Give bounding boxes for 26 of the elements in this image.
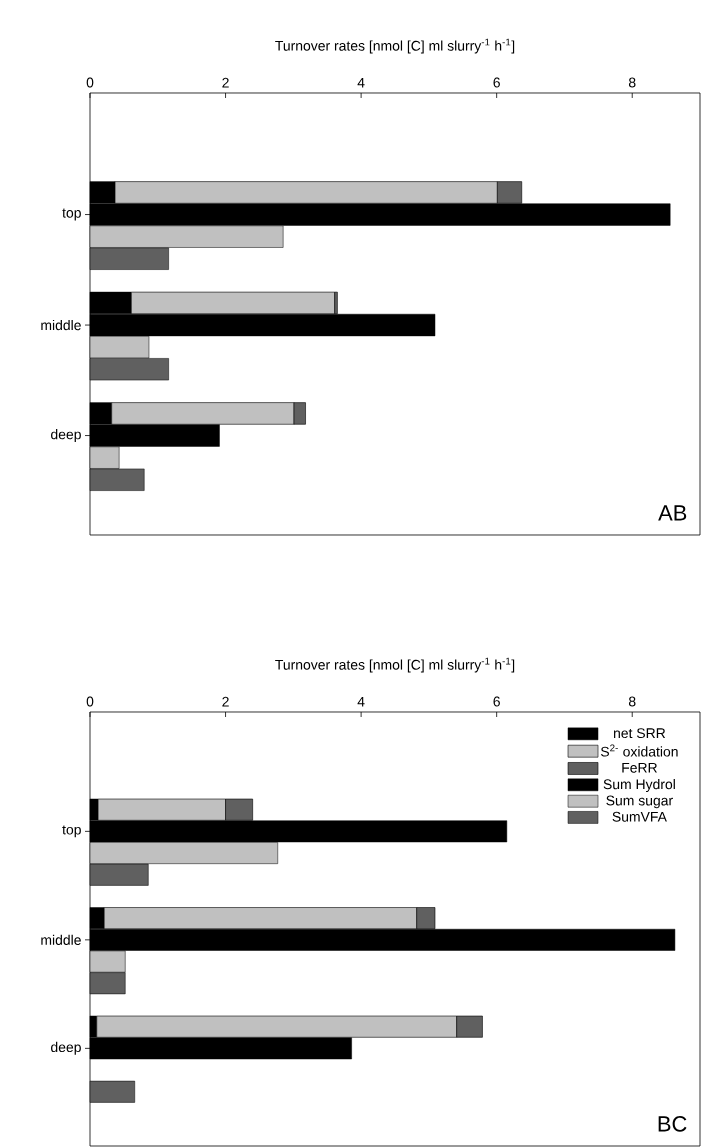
x-tick-label: 4 (357, 77, 365, 88)
legend-label: FeRR (622, 762, 657, 773)
x-tick-label: 8 (628, 696, 636, 707)
x-tick-label: 4 (357, 696, 365, 707)
y-tick-label: top (62, 825, 81, 838)
y-tick-label: middle (41, 934, 81, 945)
legend-label: S$^{2-}$ oxidation (600, 744, 678, 757)
y-tick-label: top (62, 208, 81, 221)
x-axis-title: Turnover rates [nmol [C] ml slurry$^{-1}$ h$^{-1}$] (275, 657, 515, 673)
annotation: AB (658, 505, 687, 521)
legend-label: net SRR (613, 728, 666, 739)
x-tick-label: 6 (493, 696, 500, 707)
x-tick-label: 2 (222, 696, 229, 707)
legend-label: Sum Hydrol (603, 779, 675, 793)
y-tick-label: deep (51, 429, 81, 443)
x-tick-label: 0 (86, 77, 94, 88)
x-tick-label: 0 (86, 696, 94, 707)
y-tick-label: deep (51, 1041, 81, 1055)
x-tick-label: 2 (222, 77, 229, 88)
annotation: BC (658, 1116, 687, 1132)
x-tick-label: 8 (628, 77, 636, 88)
x-axis-title: Turnover rates [nmol [C] ml slurry$^{-1}$ h$^{-1}$] (275, 38, 515, 54)
y-tick-label: middle (41, 319, 81, 331)
x-tick-label: 6 (493, 77, 500, 88)
legend-label: SumVFA (612, 811, 667, 822)
legend-label: Sum sugar (606, 795, 673, 809)
